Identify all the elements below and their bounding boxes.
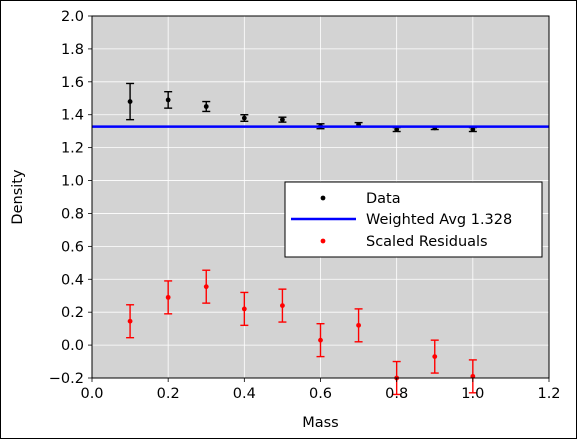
legend-label: Scaled Residuals — [366, 234, 488, 250]
data-point — [280, 117, 285, 123]
y-tick-label: 0.0 — [61, 338, 84, 354]
x-axis-label: Mass — [302, 415, 339, 431]
residual-point — [432, 354, 438, 360]
y-tick-label: 1.4 — [61, 108, 84, 124]
y-tick-label: 1.0 — [61, 174, 84, 190]
data-point — [203, 104, 209, 109]
residual-point — [241, 306, 247, 312]
x-tick-label: 0.6 — [309, 386, 332, 402]
y-tick-label: 1.6 — [61, 75, 84, 91]
x-tick-label: 1.0 — [461, 386, 484, 402]
x-tick-label: 0.0 — [80, 386, 103, 402]
data-point — [241, 115, 247, 121]
legend-label: Weighted Avg 1.328 — [366, 212, 512, 228]
y-tick-label: 0.4 — [61, 272, 84, 288]
y-tick-label: 1.8 — [61, 42, 84, 58]
x-tick-label: 0.2 — [157, 386, 180, 402]
residual-point — [356, 322, 361, 328]
legend-swatch-point — [320, 195, 326, 201]
y-tick-label: 1.2 — [61, 141, 84, 157]
residual-point — [203, 284, 209, 290]
data-point — [127, 99, 133, 104]
residual-point — [280, 303, 285, 308]
data-point — [470, 127, 476, 132]
y-tick-label: 0.6 — [61, 239, 84, 255]
y-axis-label: Density — [10, 169, 26, 225]
legend-label: Data — [366, 191, 401, 207]
y-tick-label: 0.8 — [61, 206, 84, 222]
data-point — [394, 127, 400, 132]
x-tick-label: 0.8 — [385, 386, 408, 402]
y-tick-label: 2.0 — [61, 9, 84, 25]
y-tick-label: 0.2 — [61, 305, 84, 321]
y-tick-label: −0.2 — [49, 371, 84, 387]
residual-point — [165, 294, 171, 300]
residual-point — [318, 337, 323, 343]
residual-point — [127, 318, 133, 324]
legend-swatch-point — [320, 238, 326, 244]
data-point — [165, 97, 171, 103]
x-tick-label: 1.2 — [537, 386, 560, 402]
x-tick-label: 0.4 — [233, 386, 256, 402]
